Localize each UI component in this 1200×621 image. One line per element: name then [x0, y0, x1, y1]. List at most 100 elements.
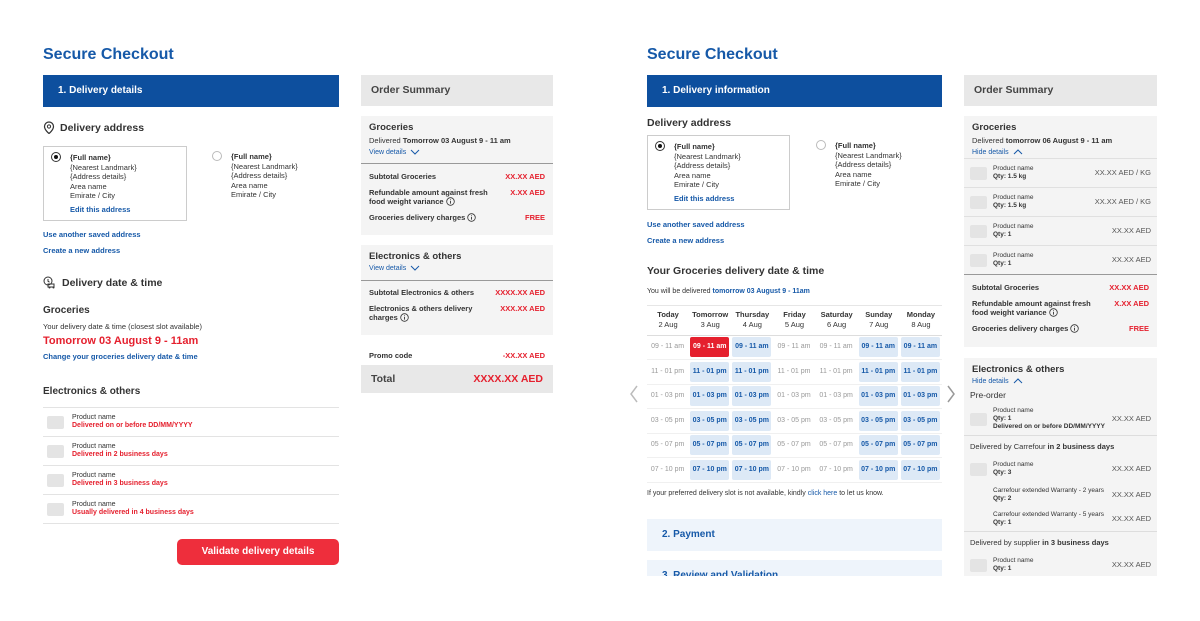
delivery-note: You will be delivered tomorrow 03 August…: [647, 287, 810, 297]
item-qty: Qty: 1: [993, 519, 1012, 526]
slot-available[interactable]: 09 - 11 am: [732, 337, 772, 357]
order-summary: Order Summary Groceries Delivered tomorrow…: [964, 75, 1157, 576]
slot-available[interactable]: 07 - 10 pm: [900, 459, 940, 480]
divider: [964, 274, 1157, 275]
item-qty: Qty: 1: [993, 231, 1012, 238]
heading-text: Delivery date & time: [62, 276, 163, 289]
radio-button[interactable]: [212, 151, 222, 161]
slot-available[interactable]: 07 - 10 pm: [690, 459, 730, 480]
address-line: {Address details}: [231, 171, 288, 180]
item-note: Delivered on or before DD/MM/YYYY: [993, 423, 1105, 430]
details-toggle[interactable]: View details: [361, 262, 553, 274]
edit-address-link[interactable]: Edit this address: [70, 204, 131, 214]
address-card[interactable]: {Full name} {Nearest Landmark} {Address de…: [647, 135, 790, 210]
slot-available[interactable]: 11 - 01 pm: [900, 361, 940, 382]
product-name: Product name: [72, 443, 116, 450]
chevron-right: [947, 385, 955, 403]
next-arrow[interactable]: [946, 385, 956, 408]
details-toggle[interactable]: Hide details: [964, 146, 1157, 158]
address-card[interactable]: {Full name} {Nearest Landmark} {Address de…: [43, 146, 187, 221]
slot-available[interactable]: 01 - 03 pm: [900, 386, 940, 406]
slot-available[interactable]: 03 - 05 pm: [732, 410, 772, 431]
item-price: XX.XX AED: [1111, 226, 1151, 235]
product-row: Product name Delivered in 3 business days: [43, 466, 339, 495]
product-name: Product name: [72, 414, 116, 421]
slot-available[interactable]: 05 - 07 pm: [690, 435, 730, 455]
slot-available[interactable]: 07 - 10 pm: [732, 459, 772, 480]
summary-label: Subtotal Electronics & others: [369, 288, 474, 297]
summary-item: Product name Qty: 1.5 kg XX.XX AED / KG: [964, 187, 1157, 216]
address-line: {Full name}: [70, 153, 111, 162]
slot-available[interactable]: 11 - 01 pm: [732, 361, 772, 382]
group-title: Pre-order: [964, 387, 1157, 403]
radio-button[interactable]: [51, 152, 61, 162]
item-qty: Qty: 1: [993, 415, 1012, 422]
address-link[interactable]: Use another saved address: [647, 220, 745, 229]
slot-available[interactable]: 03 - 05 pm: [858, 410, 898, 431]
day-date: 4 Aug: [742, 320, 762, 329]
slot-available[interactable]: 01 - 03 pm: [690, 386, 730, 406]
group-title: Delivered by supplier in 3 business days: [964, 531, 1157, 551]
slot-available[interactable]: 03 - 05 pm: [690, 410, 730, 431]
summary-value: XX.XX AED: [1109, 283, 1149, 292]
slot-available[interactable]: 11 - 01 pm: [690, 361, 730, 382]
groceries-heading: Groceries: [43, 305, 90, 316]
item-qty: Qty: 1: [993, 565, 1012, 572]
page-title: Secure Checkout: [43, 46, 174, 63]
summary-item: Product name Qty: 1 XX.XX AED: [964, 245, 1157, 274]
change-slot-link[interactable]: Change your groceries delivery date & ti…: [43, 352, 198, 361]
checkout-main: Secure Checkout 1. Delivery details Delive…: [43, 0, 339, 621]
address-text: {Full name} {Nearest Landmark} {Address de…: [835, 141, 902, 189]
item-price: XX.XX AED: [1111, 464, 1151, 473]
slot-available[interactable]: 05 - 07 pm: [858, 435, 898, 455]
slot-selected[interactable]: 09 - 11 am: [690, 337, 730, 357]
chevron-down: [410, 149, 420, 155]
address-link[interactable]: Create a new address: [43, 246, 121, 255]
summary-row: Subtotal Groceries XX.XX AED: [361, 172, 553, 181]
address-text: {Full name} {Nearest Landmark} {Address de…: [70, 153, 137, 214]
chevron-down: [410, 265, 420, 271]
slot-available[interactable]: 05 - 07 pm: [900, 435, 940, 455]
group-title-bold: in 3 business days: [1042, 538, 1109, 547]
product-row: Product name Usually delivered in 4 busin…: [43, 495, 339, 524]
radio-button[interactable]: [816, 140, 826, 150]
validate-button[interactable]: Validate delivery details: [177, 539, 339, 565]
edit-address-link[interactable]: Edit this address: [674, 193, 735, 203]
electronics-summary: Electronics & others View details Subtotal…: [361, 245, 553, 335]
address-line: Emirate / City: [231, 190, 277, 199]
address-link[interactable]: Create a new address: [647, 236, 725, 245]
radio-button[interactable]: [655, 141, 665, 151]
address-link[interactable]: Use another saved address: [43, 230, 141, 239]
slot-available[interactable]: 09 - 11 am: [900, 337, 940, 357]
item-qty: Qty: 1.5 kg: [993, 202, 1027, 209]
section-heading: Delivery address: [43, 121, 144, 134]
slot-available[interactable]: 03 - 05 pm: [900, 410, 940, 431]
note-link[interactable]: click here: [807, 490, 838, 497]
step-collapsed[interactable]: 3. Review and Validation: [647, 560, 942, 576]
slot-available[interactable]: 09 - 11 am: [858, 337, 898, 357]
item-price: XX.XX AED: [1111, 514, 1151, 523]
slot-available[interactable]: 11 - 01 pm: [858, 361, 898, 382]
slot-available[interactable]: 05 - 07 pm: [732, 435, 772, 455]
slot-available[interactable]: 07 - 10 pm: [858, 459, 898, 480]
prev-arrow[interactable]: [629, 385, 639, 408]
step-collapsed[interactable]: 2. Payment: [647, 519, 942, 551]
details-toggle[interactable]: View details: [361, 146, 553, 158]
address-line: {Address details}: [674, 161, 731, 170]
product-image: [970, 462, 987, 476]
details-toggle-text: View details: [369, 149, 407, 156]
slot-available[interactable]: 01 - 03 pm: [732, 386, 772, 406]
info-icon: [400, 313, 409, 322]
summary-label-text: Refundable amount against fresh food wei…: [369, 188, 488, 206]
summary-label-text: Electronics & others delivery charges: [369, 304, 473, 322]
address-card[interactable]: {Full name} {Nearest Landmark} {Address de…: [809, 135, 949, 210]
item-text: Product name Qty: 1: [993, 252, 1106, 268]
slot-available[interactable]: 01 - 03 pm: [858, 386, 898, 406]
item-name: Product name: [993, 223, 1034, 230]
slot-unavailable: 05 - 07 pm: [777, 441, 811, 448]
address-card[interactable]: {Full name} {Nearest Landmark} {Address de…: [205, 146, 345, 221]
product-name: Product name: [72, 472, 116, 479]
details-toggle[interactable]: Hide details: [964, 375, 1157, 387]
summary-label: Electronics & others delivery charges: [369, 304, 489, 322]
